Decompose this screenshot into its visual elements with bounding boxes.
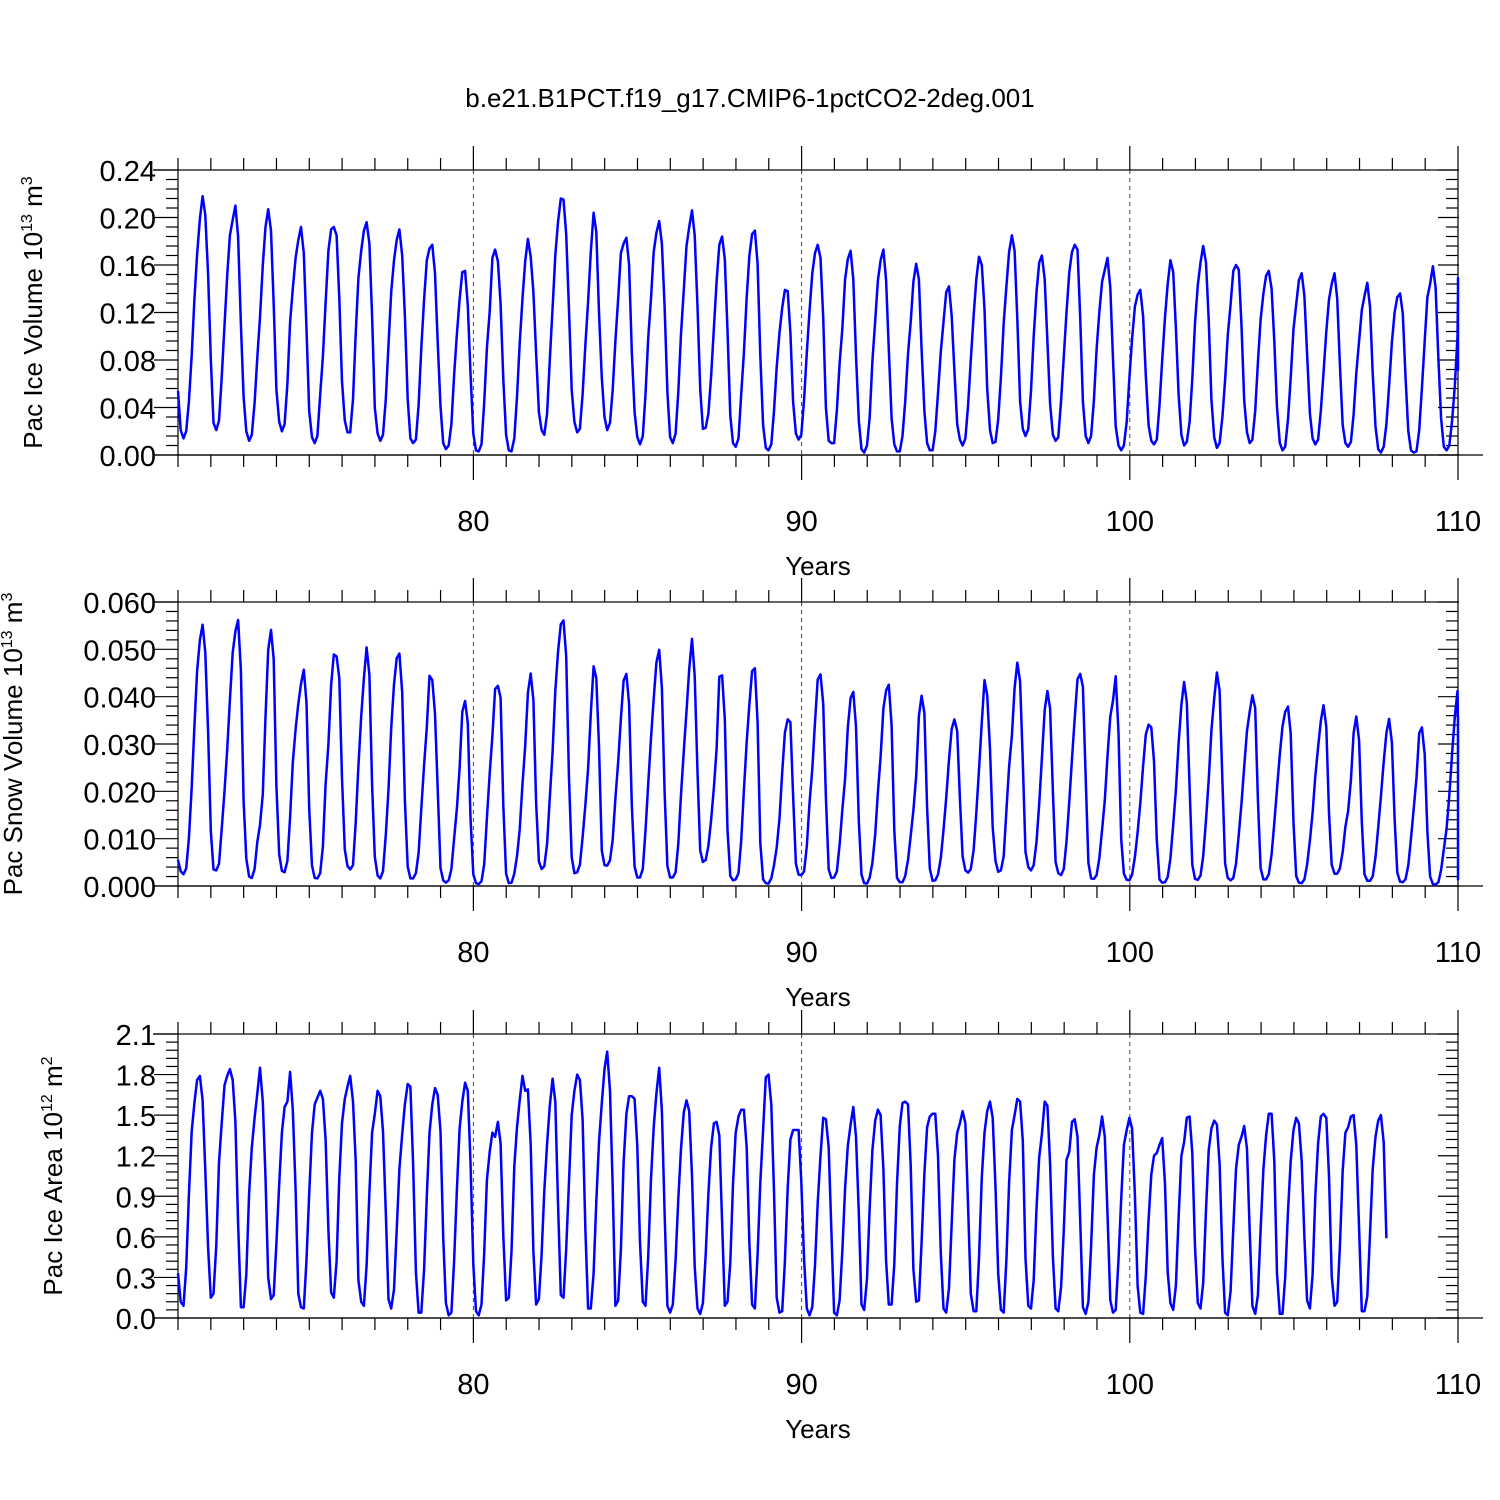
ytick-label-5: 1.5	[116, 1101, 156, 1133]
ytick-label-3: 0.030	[83, 730, 156, 762]
ytick-label-2: 0.020	[83, 777, 156, 809]
x-axis-label: Years	[785, 982, 851, 1012]
ytick-label-4: 0.16	[100, 251, 156, 283]
ytick-label-6: 0.24	[100, 156, 156, 188]
x-axis-label: Years	[785, 551, 851, 581]
ytick-label-1: 0.010	[83, 825, 156, 857]
ytick-label-3: 0.9	[116, 1182, 156, 1214]
ytick-label-2: 0.6	[116, 1223, 156, 1255]
y-axis-label: Pac Ice Volume 1013 m3	[18, 176, 48, 449]
ytick-label-5: 0.050	[83, 635, 156, 667]
y-axis-label: Pac Ice Area 1012 m2	[38, 1056, 68, 1295]
ytick-label-4: 0.040	[83, 683, 156, 715]
ytick-label-6: 0.060	[83, 588, 156, 620]
ytick-label-4: 1.2	[116, 1142, 156, 1174]
xtick-label-100: 100	[1106, 506, 1154, 538]
xtick-label-110: 110	[1435, 1369, 1481, 1401]
ytick-label-0: 0.0	[116, 1304, 156, 1336]
panels-container: 0.00 0.04 0.08 0.12 0.16 0.20 0.24 80 90 100 110 Ye…	[0, 146, 1483, 1444]
ytick-label-1: 0.3	[116, 1263, 156, 1295]
plot-frame	[177, 169, 1459, 456]
ytick-label-0: 0.00	[100, 441, 156, 473]
xtick-label-90: 90	[785, 506, 817, 538]
panel-ice-volume: 0.00 0.04 0.08 0.12 0.16 0.20 0.24 80 90 100 110 Ye…	[18, 146, 1483, 581]
ytick-label-6: 1.8	[116, 1061, 156, 1093]
xtick-label-80: 80	[457, 937, 489, 969]
chart-title: b.e21.B1PCT.f19_g17.CMIP6-1pctCO2-2deg.0…	[465, 83, 1034, 113]
ytick-label-0: 0.000	[83, 872, 156, 904]
x-axis-label: Years	[785, 1414, 851, 1444]
panel-snow-volume: 0.000 0.010 0.020 0.030 0.040 0.050 0.060 80 90 1…	[0, 578, 1483, 1012]
ytick-label-7: 2.1	[116, 1020, 156, 1052]
series-line-snow-volume	[176, 618, 1460, 886]
xtick-label-90: 90	[785, 1369, 817, 1401]
series-line-ice-area	[176, 1050, 1388, 1317]
xtick-label-90: 90	[785, 937, 817, 969]
series-line-ice-volume	[176, 194, 1460, 454]
xtick-label-100: 100	[1106, 937, 1154, 969]
xtick-label-80: 80	[457, 1369, 489, 1401]
ytick-label-5: 0.20	[100, 204, 156, 236]
xtick-label-110: 110	[1435, 937, 1481, 969]
y-axis-label: Pac Snow Volume 1013 m3	[0, 593, 28, 896]
xtick-label-80: 80	[457, 506, 489, 538]
ytick-label-2: 0.08	[100, 346, 156, 378]
ytick-label-1: 0.04	[100, 394, 156, 426]
ytick-label-3: 0.12	[100, 299, 156, 331]
panel-ice-area: 0.0 0.3 0.6 0.9 1.2 1.5 1.8 2.1 80 90 100 110 Years P…	[38, 1010, 1483, 1444]
xtick-label-110: 110	[1435, 506, 1481, 538]
xtick-label-100: 100	[1106, 1369, 1154, 1401]
